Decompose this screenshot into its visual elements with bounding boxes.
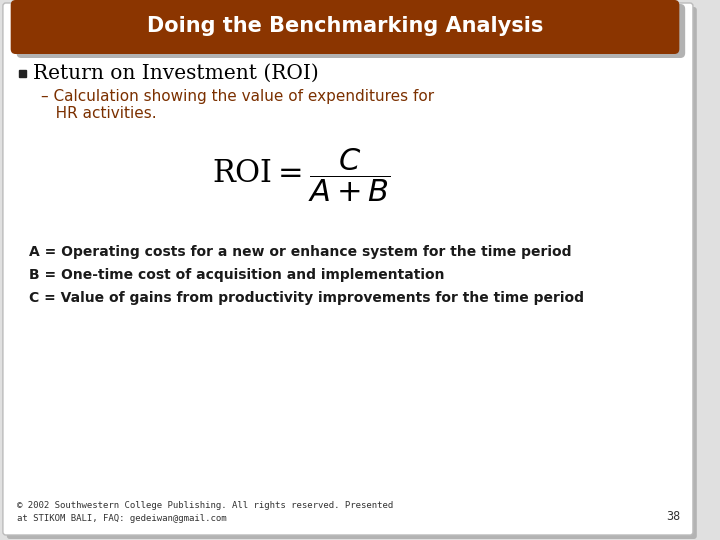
FancyBboxPatch shape: [11, 0, 680, 54]
FancyBboxPatch shape: [3, 3, 693, 535]
Text: C = Value of gains from productivity improvements for the time period: C = Value of gains from productivity imp…: [29, 291, 584, 305]
Bar: [19, 70, 26, 77]
FancyBboxPatch shape: [6, 7, 697, 539]
Text: A = Operating costs for a new or enhance system for the time period: A = Operating costs for a new or enhance…: [29, 245, 572, 259]
Text: Return on Investment (ROI): Return on Investment (ROI): [33, 64, 319, 83]
FancyBboxPatch shape: [17, 4, 685, 58]
Text: HR activities.: HR activities.: [41, 105, 156, 120]
Text: $\mathregular{ROI} = \dfrac{C}{A + B}$: $\mathregular{ROI} = \dfrac{C}{A + B}$: [212, 146, 391, 204]
Text: – Calculation showing the value of expenditures for: – Calculation showing the value of expen…: [41, 90, 434, 105]
Text: © 2002 Southwestern College Publishing. All rights reserved. Presented
at STIKOM: © 2002 Southwestern College Publishing. …: [17, 501, 394, 523]
Text: B = One-time cost of acquisition and implementation: B = One-time cost of acquisition and imp…: [29, 268, 445, 282]
Text: 38: 38: [666, 510, 680, 523]
Text: Doing the Benchmarking Analysis: Doing the Benchmarking Analysis: [147, 16, 543, 36]
